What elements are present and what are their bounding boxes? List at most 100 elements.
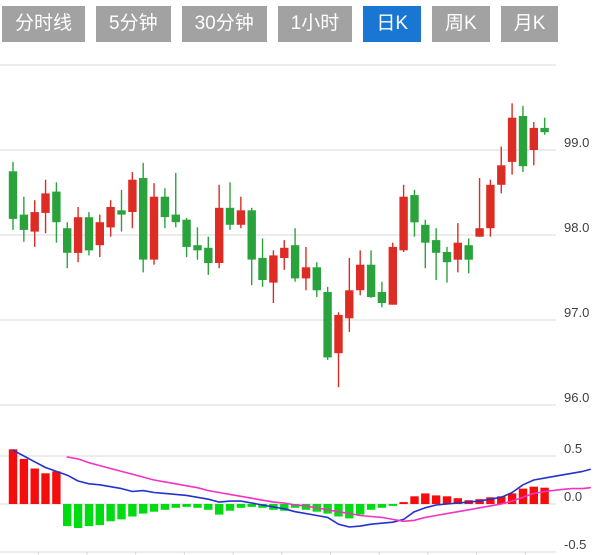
tab-分时线[interactable]: 分时线 — [2, 6, 86, 42]
candle-body — [540, 127, 549, 133]
candlestick-pane — [8, 103, 549, 388]
macd-histogram-bar — [431, 495, 441, 504]
candle — [95, 214, 104, 258]
candle — [117, 189, 126, 232]
candle — [442, 246, 452, 283]
candle — [106, 200, 115, 237]
candle — [149, 183, 159, 265]
candle — [73, 207, 83, 263]
candle — [63, 222, 72, 269]
candle — [345, 257, 354, 332]
tab-周K[interactable]: 周K — [432, 6, 490, 42]
macd-histogram-bar — [160, 504, 170, 510]
candle-body — [269, 255, 278, 283]
candle-body — [117, 210, 126, 215]
candle-body — [139, 178, 148, 260]
candle — [128, 172, 137, 229]
macd-histogram-bar — [139, 504, 148, 514]
candle-body — [149, 196, 159, 260]
macd-histogram-bar — [301, 504, 311, 510]
macd-histogram-bar — [421, 493, 430, 504]
price-tick-label: 98.0 — [564, 220, 589, 235]
candle — [399, 184, 408, 252]
candle-body — [497, 165, 506, 185]
candle — [215, 184, 224, 269]
macd-histogram-bar — [280, 504, 289, 511]
candle-body — [301, 267, 311, 279]
candle-body — [160, 196, 170, 218]
macd-histogram-bar — [507, 493, 517, 504]
macd-histogram-bar — [193, 504, 202, 508]
price-tick-label: 97.0 — [564, 305, 589, 320]
macd-histogram-bar — [30, 468, 39, 504]
candle-body — [518, 116, 528, 167]
candle — [334, 312, 343, 388]
candle — [486, 179, 495, 237]
macd-histogram-bar — [323, 504, 332, 514]
macd-axis-labels: 0.5 0.0 -0.5 — [564, 441, 586, 552]
tab-日K[interactable]: 日K — [363, 6, 421, 42]
macd-histogram-bar — [171, 504, 180, 508]
candle — [139, 162, 148, 273]
macd-histogram-bar — [63, 504, 72, 527]
macd-histogram-bar — [258, 504, 267, 508]
candle-body — [334, 314, 343, 354]
macd-histogram-bar — [8, 449, 18, 504]
macd-histogram-bar — [486, 497, 495, 504]
candle-body — [41, 193, 50, 213]
candle — [366, 250, 376, 298]
candle — [41, 179, 50, 234]
candle-body — [258, 257, 267, 280]
candle-body — [377, 292, 387, 303]
macd-histogram-bar — [52, 471, 61, 504]
candle — [388, 242, 397, 305]
candle-body — [366, 264, 376, 297]
macd-tick-label: 0.0 — [564, 489, 582, 504]
candle — [475, 178, 484, 237]
candle — [497, 146, 506, 194]
macd-histogram-bar — [128, 504, 137, 517]
candle-body — [236, 210, 246, 225]
macd-histogram-bar — [345, 504, 354, 519]
candle — [160, 188, 170, 229]
candle-body — [356, 264, 365, 291]
macd-histogram-bar — [95, 504, 104, 526]
macd-histogram-bar — [518, 488, 528, 504]
timeframe-tabbar: 分时线 5分钟 30分钟 1小时 日K 周K 月K — [2, 6, 559, 42]
macd-tick-label: 0.5 — [564, 441, 582, 456]
macd-histogram-bar — [442, 496, 452, 504]
tab-5分钟[interactable]: 5分钟 — [96, 6, 171, 42]
candle — [529, 122, 538, 166]
candle — [269, 250, 278, 303]
candle-body — [193, 245, 202, 251]
tab-1小时[interactable]: 1小时 — [277, 6, 353, 42]
candle — [356, 250, 365, 296]
macd-histogram-bar — [182, 504, 191, 507]
price-axis-labels: 99.0 98.0 97.0 96.0 — [564, 135, 589, 405]
macd-histogram-bar — [204, 504, 213, 510]
candle-body — [182, 219, 191, 247]
candle — [225, 182, 235, 230]
candle — [258, 238, 267, 287]
macd-histogram-bar — [334, 504, 343, 517]
tab-30分钟[interactable]: 30分钟 — [181, 6, 267, 42]
candle — [193, 227, 202, 260]
candle-body — [30, 212, 39, 232]
candle-body — [128, 179, 137, 212]
candle — [19, 196, 29, 242]
tab-月K[interactable]: 月K — [500, 6, 559, 42]
macd-histogram-bar — [117, 504, 126, 520]
candle-body — [204, 247, 213, 264]
macd-histogram-bar — [290, 504, 300, 508]
candle — [247, 207, 256, 286]
candle-body — [19, 214, 29, 230]
candle — [290, 228, 300, 282]
candle-body — [280, 247, 289, 258]
candle-body — [431, 240, 441, 253]
x-axis-ticks — [37, 552, 526, 555]
price-tick-label: 99.0 — [564, 135, 589, 150]
candle-body — [399, 196, 408, 251]
candle — [518, 105, 528, 173]
candle-body — [106, 207, 115, 228]
candle-body — [225, 207, 235, 225]
